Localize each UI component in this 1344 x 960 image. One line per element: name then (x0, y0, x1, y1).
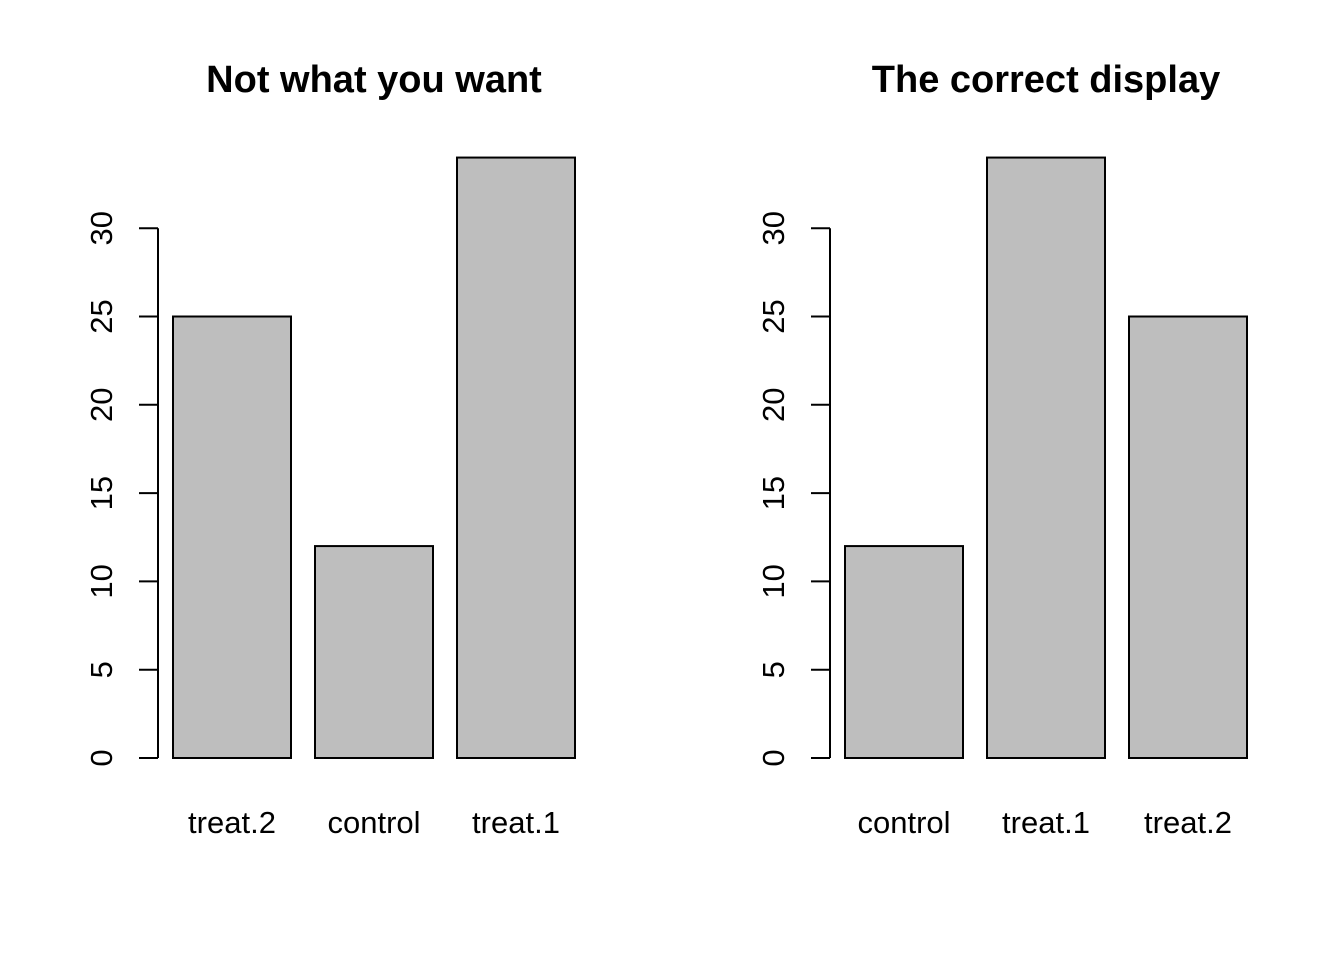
y-tick-label: 20 (84, 388, 119, 422)
y-tick-label: 30 (84, 211, 119, 245)
y-tick-label: 5 (84, 661, 119, 678)
y-tick-label: 30 (756, 211, 791, 245)
y-tick-label: 10 (84, 564, 119, 598)
chart-panel-not-what-you-want: Not what you want treat.2 control treat.1 0… (84, 59, 576, 840)
y-tick-label: 15 (84, 476, 119, 510)
y-tick-label: 20 (756, 388, 791, 422)
category-label: treat.1 (1002, 805, 1090, 840)
bar-control (844, 545, 964, 760)
category-label: treat.2 (188, 805, 276, 840)
category-label: treat.2 (1144, 805, 1232, 840)
y-tick-label: 5 (756, 661, 791, 678)
y-tick-label: 0 (756, 749, 791, 766)
category-label: control (327, 805, 420, 840)
y-tick-label: 25 (756, 299, 791, 333)
bar-treat.1 (986, 156, 1106, 759)
bar-treat.2 (1128, 315, 1248, 759)
chart-title: Not what you want (206, 59, 542, 101)
y-tick-label: 10 (756, 564, 791, 598)
bar-control (314, 545, 434, 760)
y-tick-label: 15 (756, 476, 791, 510)
bar-treat.2 (172, 315, 292, 759)
category-label: treat.1 (472, 805, 560, 840)
bar-treat.1 (456, 156, 576, 759)
chart-title: The correct display (872, 59, 1220, 101)
y-tick-label: 0 (84, 749, 119, 766)
category-label: control (857, 805, 950, 840)
y-tick-label: 25 (84, 299, 119, 333)
chart-panel-the-correct-display: The correct display control treat.1 treat.… (756, 59, 1248, 840)
